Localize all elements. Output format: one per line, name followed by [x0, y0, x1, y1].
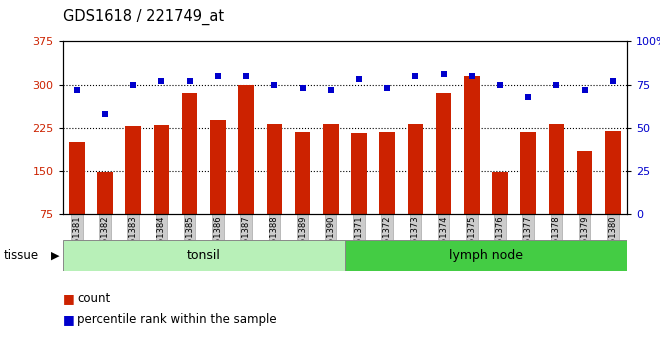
Bar [267, 124, 282, 214]
Point [128, 82, 139, 87]
Text: percentile rank within the sample: percentile rank within the sample [77, 313, 277, 326]
Bar [295, 132, 310, 214]
Bar [521, 132, 536, 214]
Bar [605, 130, 620, 214]
Point [71, 87, 82, 92]
Text: lymph node: lymph node [449, 249, 523, 262]
Point [410, 73, 420, 79]
Bar [154, 125, 169, 214]
Bar [436, 93, 451, 214]
Point [551, 82, 562, 87]
Text: ■: ■ [63, 313, 75, 326]
Point [241, 73, 251, 79]
Text: ■: ■ [63, 292, 75, 305]
Bar [351, 134, 367, 214]
Text: GDS1618 / 221749_at: GDS1618 / 221749_at [63, 9, 224, 25]
Bar [210, 120, 226, 214]
Bar [492, 172, 508, 214]
Point [495, 82, 506, 87]
Point [382, 85, 393, 91]
Bar [577, 151, 593, 214]
Bar [464, 76, 480, 214]
Text: count: count [77, 292, 110, 305]
Bar [548, 124, 564, 214]
Point [325, 87, 336, 92]
Point [608, 78, 618, 84]
Point [213, 73, 223, 79]
Point [467, 73, 477, 79]
Point [269, 82, 280, 87]
Bar [125, 126, 141, 214]
Point [297, 85, 308, 91]
Text: ▶: ▶ [51, 250, 59, 260]
Bar [379, 132, 395, 214]
Bar [238, 85, 254, 214]
Bar [323, 124, 339, 214]
Point [184, 78, 195, 84]
Bar [97, 172, 113, 214]
Point [354, 77, 364, 82]
Bar [408, 124, 423, 214]
Bar [63, 240, 345, 271]
Bar [69, 142, 84, 214]
Bar [345, 240, 627, 271]
Point [523, 94, 533, 99]
Text: tissue: tissue [3, 249, 38, 262]
Point [438, 71, 449, 77]
Point [579, 87, 590, 92]
Bar [182, 93, 197, 214]
Point [100, 111, 110, 117]
Point [156, 78, 167, 84]
Text: tonsil: tonsil [187, 249, 220, 262]
